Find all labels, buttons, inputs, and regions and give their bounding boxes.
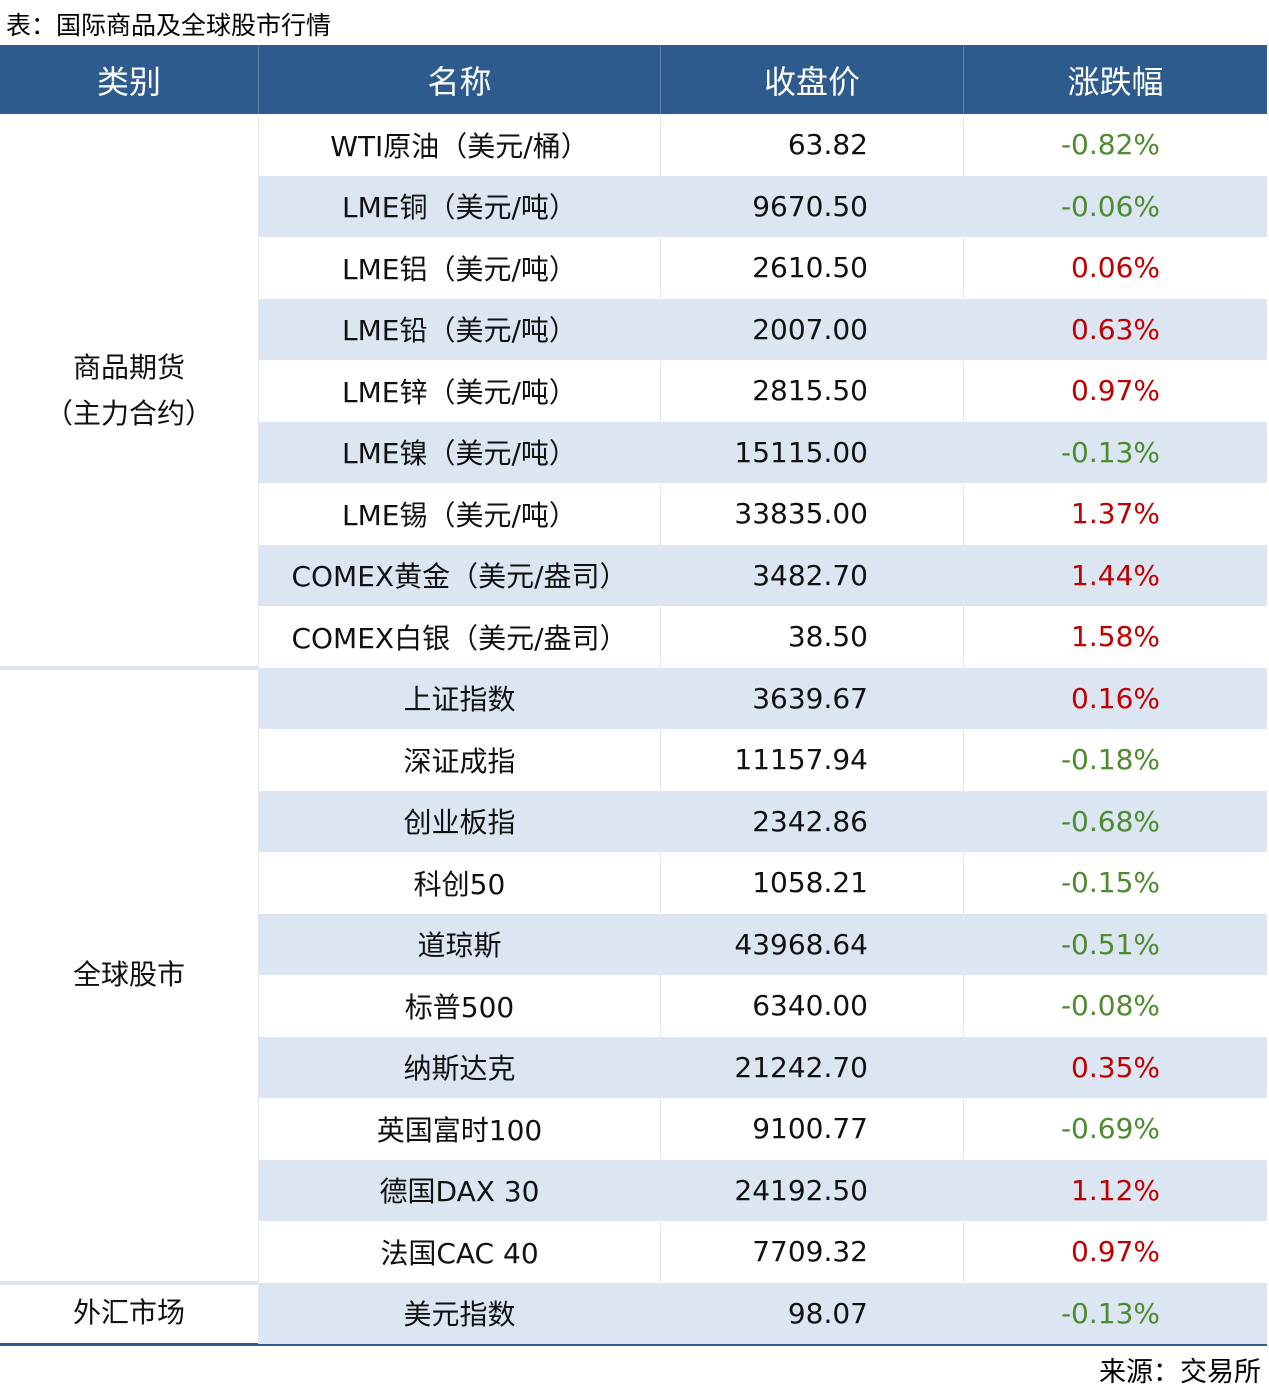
change-cell: 1.44% bbox=[963, 544, 1267, 606]
change-cell: -0.69% bbox=[963, 1098, 1267, 1160]
name-cell: COMEX白银（美元/盎司） bbox=[258, 606, 660, 668]
header-cell: 名称 bbox=[258, 45, 660, 114]
price-cell: 9670.50 bbox=[660, 175, 963, 237]
name-cell: 创业板指 bbox=[258, 790, 660, 852]
name-cell: COMEX黄金（美元/盎司） bbox=[258, 544, 660, 606]
change-cell: 1.12% bbox=[963, 1159, 1267, 1221]
name-cell: 纳斯达克 bbox=[258, 1036, 660, 1098]
group-divider bbox=[0, 665, 258, 670]
change-cell: -0.51% bbox=[963, 913, 1267, 975]
price-cell: 9100.77 bbox=[660, 1098, 963, 1160]
change-cell: -0.82% bbox=[963, 114, 1267, 176]
name-cell: 德国DAX 30 bbox=[258, 1159, 660, 1221]
change-cell: -0.08% bbox=[963, 975, 1267, 1037]
change-cell: 0.35% bbox=[963, 1036, 1267, 1098]
price-cell: 3482.70 bbox=[660, 544, 963, 606]
name-cell: LME铝（美元/吨） bbox=[258, 237, 660, 299]
price-cell: 21242.70 bbox=[660, 1036, 963, 1098]
price-cell: 15115.00 bbox=[660, 421, 963, 483]
bottom-rule bbox=[0, 1343, 1267, 1346]
name-cell: 上证指数 bbox=[258, 667, 660, 729]
price-cell: 2815.50 bbox=[660, 360, 963, 422]
name-cell: 深证成指 bbox=[258, 729, 660, 791]
price-cell: 1058.21 bbox=[660, 852, 963, 914]
category-cell: 全球股市 bbox=[72, 958, 185, 991]
change-cell: 1.37% bbox=[963, 483, 1267, 545]
name-cell: LME铅（美元/吨） bbox=[258, 298, 660, 360]
header-cell: 涨跌幅 bbox=[963, 45, 1267, 114]
price-cell: 38.50 bbox=[660, 606, 963, 668]
name-cell: WTI原油（美元/桶） bbox=[258, 114, 660, 176]
price-cell: 63.82 bbox=[660, 114, 963, 176]
price-cell: 3639.67 bbox=[660, 667, 963, 729]
change-cell: 0.06% bbox=[963, 237, 1267, 299]
change-cell: 0.16% bbox=[963, 667, 1267, 729]
change-cell: 0.63% bbox=[963, 298, 1267, 360]
change-cell: 0.97% bbox=[963, 1221, 1267, 1283]
name-cell: LME铜（美元/吨） bbox=[258, 175, 660, 237]
category-cell: 商品期货 （主力合约） bbox=[44, 350, 213, 430]
name-cell: 道琼斯 bbox=[258, 913, 660, 975]
name-cell: LME锌（美元/吨） bbox=[258, 360, 660, 422]
change-cell: -0.68% bbox=[963, 790, 1267, 852]
change-cell: -0.13% bbox=[963, 421, 1267, 483]
source: 来源：交易所 bbox=[1099, 1357, 1261, 1386]
table-title: 表：国际商品及全球股市行情 bbox=[6, 11, 332, 40]
category-cell: 外汇市场 bbox=[72, 1296, 185, 1330]
price-cell: 7709.32 bbox=[660, 1221, 963, 1283]
name-cell: 英国富时100 bbox=[258, 1098, 660, 1160]
name-cell: 标普500 bbox=[258, 975, 660, 1037]
change-cell: -0.15% bbox=[963, 852, 1267, 914]
group-divider bbox=[0, 1280, 258, 1285]
change-cell: -0.06% bbox=[963, 175, 1267, 237]
change-cell: -0.13% bbox=[963, 1282, 1267, 1344]
change-cell: 0.97% bbox=[963, 360, 1267, 422]
change-cell: -0.18% bbox=[963, 729, 1267, 791]
price-cell: 24192.50 bbox=[660, 1159, 963, 1221]
name-cell: 法国CAC 40 bbox=[258, 1221, 660, 1283]
price-cell: 98.07 bbox=[660, 1282, 963, 1344]
name-cell: LME镍（美元/吨） bbox=[258, 421, 660, 483]
name-cell: LME锡（美元/吨） bbox=[258, 483, 660, 545]
change-cell: 1.58% bbox=[963, 606, 1267, 668]
price-cell: 43968.64 bbox=[660, 913, 963, 975]
header-cell: 类别 bbox=[0, 45, 258, 114]
header-cell: 收盘价 bbox=[660, 45, 963, 114]
price-cell: 2342.86 bbox=[660, 790, 963, 852]
price-cell: 6340.00 bbox=[660, 975, 963, 1037]
name-cell: 科创50 bbox=[258, 852, 660, 914]
price-cell: 33835.00 bbox=[660, 483, 963, 545]
price-cell: 11157.94 bbox=[660, 729, 963, 791]
price-cell: 2007.00 bbox=[660, 298, 963, 360]
price-cell: 2610.50 bbox=[660, 237, 963, 299]
name-cell: 美元指数 bbox=[258, 1282, 660, 1344]
